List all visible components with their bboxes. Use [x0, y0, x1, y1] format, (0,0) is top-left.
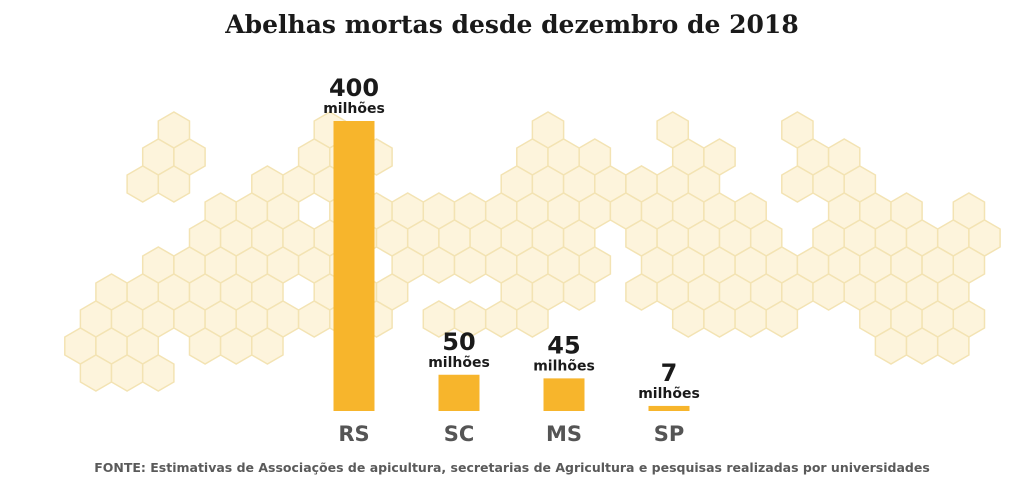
- value-label-rs: 400: [329, 74, 379, 102]
- category-label-ms: MS: [546, 422, 582, 446]
- bars-group: [333, 121, 690, 411]
- bar-sc: [438, 374, 480, 411]
- category-label-sp: SP: [654, 422, 685, 446]
- category-label-sc: SC: [444, 422, 475, 446]
- honeycomb-cell: [251, 327, 284, 365]
- source-note: FONTE: Estimativas de Associações de api…: [94, 460, 930, 475]
- category-label-rs: RS: [338, 422, 369, 446]
- value-unit-sc: milhões: [428, 355, 490, 371]
- honeycomb-cell: [936, 327, 970, 365]
- honeycomb-cell: [765, 300, 799, 338]
- bar-sp: [648, 405, 690, 411]
- value-unit-ms: milhões: [533, 358, 595, 374]
- honeycomb-background: [64, 111, 1001, 392]
- honeycomb-cell: [562, 273, 596, 311]
- value-label-ms: 45: [547, 331, 580, 359]
- value-unit-rs: milhões: [323, 101, 385, 117]
- chart-title: Abelhas mortas desde dezembro de 2018: [225, 10, 799, 39]
- honeycomb-cell: [157, 165, 191, 203]
- honeycomb-cell: [516, 300, 549, 338]
- bar-rs: [333, 121, 375, 411]
- bar-ms: [543, 378, 585, 411]
- honeycomb-cell: [141, 354, 175, 392]
- category-labels-group: RS SC MS SP: [338, 422, 684, 446]
- value-unit-sp: milhões: [638, 386, 700, 402]
- value-label-sp: 7: [661, 359, 678, 387]
- value-label-sc: 50: [442, 328, 475, 356]
